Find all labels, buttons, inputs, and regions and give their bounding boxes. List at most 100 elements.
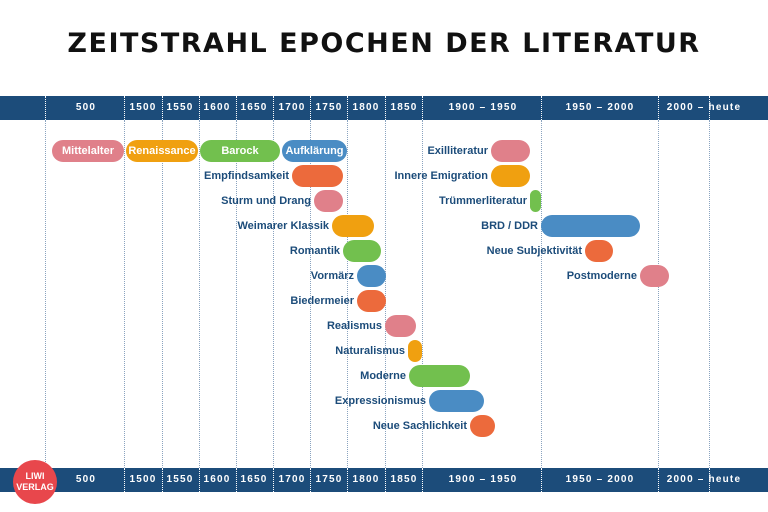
- page-title: ZEITSTRAHL EPOCHEN DER LITERATUR: [67, 28, 701, 59]
- axis-bottom-tick-label: 1950 – 2000: [565, 474, 635, 485]
- axis-bottom-tick-label: 1850: [390, 474, 418, 485]
- epoch-label-romantik: Romantik: [289, 245, 340, 257]
- axis-top-tick-label: 1900 – 1950: [448, 102, 518, 113]
- liwi-verlag-logo: LIWI VERLAG: [13, 460, 57, 504]
- epoch-bar-vormärz: [357, 265, 386, 287]
- axis-bottom-tick-label: 1800: [352, 474, 380, 485]
- axis-bottom-separator: [310, 468, 311, 492]
- axis-top-tick-label: 1950 – 2000: [565, 102, 635, 113]
- axis-bottom-separator: [658, 468, 659, 492]
- gridline: [124, 120, 125, 468]
- gridline: [422, 120, 423, 468]
- axis-top-separator: [310, 96, 311, 120]
- epoch-bar-postmoderne: [640, 265, 669, 287]
- epoch-bar-trümmerliteratur: [530, 190, 541, 212]
- axis-bottom-separator: [199, 468, 200, 492]
- gridline: [347, 120, 348, 468]
- axis-top-separator: [422, 96, 423, 120]
- gridline: [273, 120, 274, 468]
- gridline: [385, 120, 386, 468]
- epoch-label-vormärz: Vormärz: [310, 270, 354, 282]
- axis-bottom-separator: [124, 468, 125, 492]
- gridline: [162, 120, 163, 468]
- axis-bottom-tick-label: 1900 – 1950: [448, 474, 518, 485]
- axis-bottom-tick-label: 1750: [315, 474, 343, 485]
- epoch-label-neue-subjektivität: Neue Subjektivität: [486, 245, 582, 257]
- axis-bottom-separator: [385, 468, 386, 492]
- axis-top-tick-label: 1700: [278, 102, 306, 113]
- epoch-bar-exilliteratur: [491, 140, 530, 162]
- axis-bottom-tick-label: 1650: [240, 474, 268, 485]
- axis-top-tick-label: 2000 – heute: [666, 102, 742, 113]
- axis-bottom-separator: [709, 468, 710, 492]
- epoch-bar-romantik: [343, 240, 381, 262]
- epoch-bar-barock: Barock: [200, 140, 280, 162]
- axis-bottom-separator: [236, 468, 237, 492]
- axis-bottom-tick-label: 1550: [166, 474, 194, 485]
- gridline: [541, 120, 542, 468]
- axis-top-separator: [541, 96, 542, 120]
- epoch-bar-renaissance: Renaissance: [126, 140, 198, 162]
- axis-top-separator: [199, 96, 200, 120]
- axis-bottom-separator: [273, 468, 274, 492]
- epoch-label-neue-sachlichkeit: Neue Sachlichkeit: [372, 420, 467, 432]
- axis-bottom-separator: [422, 468, 423, 492]
- axis-top-separator: [709, 96, 710, 120]
- axis-top-tick-label: 500: [75, 102, 97, 113]
- epoch-label-empfindsamkeit: Empfindsamkeit: [204, 170, 289, 182]
- gridline: [709, 120, 710, 468]
- epoch-bar-weimarer-klassik: [332, 215, 374, 237]
- epoch-label-moderne: Moderne: [360, 370, 406, 382]
- epoch-bar-moderne: [409, 365, 470, 387]
- axis-top-separator: [273, 96, 274, 120]
- epoch-bar-innere-emigration: [491, 165, 530, 187]
- epoch-bar-expressionismus: [429, 390, 484, 412]
- epoch-label-sturm-und-drang: Sturm und Drang: [221, 195, 311, 207]
- gridline: [658, 120, 659, 468]
- epoch-label-naturalismus: Naturalismus: [335, 345, 405, 357]
- axis-top-tick-label: 1550: [166, 102, 194, 113]
- logo-line-2: VERLAG: [16, 482, 54, 492]
- timeline-axis-top: 500 1500 1550 1600 1650 1700 1750 1800 1850 1900 …: [0, 96, 768, 120]
- axis-bottom-tick-label: 1600: [203, 474, 231, 485]
- epoch-bar-naturalismus: [408, 340, 422, 362]
- axis-top-tick-label: 1600: [203, 102, 231, 113]
- axis-bottom-separator: [162, 468, 163, 492]
- axis-top-tick-label: 1500: [129, 102, 157, 113]
- axis-bottom-tick-label: 500: [75, 474, 97, 485]
- epoch-label-trümmerliteratur: Trümmerliteratur: [438, 195, 527, 207]
- axis-bottom-tick-label: 2000 – heute: [666, 474, 742, 485]
- axis-top-tick-label: 1750: [315, 102, 343, 113]
- gridline: [199, 120, 200, 468]
- axis-top-tick-label: 1650: [240, 102, 268, 113]
- axis-top-separator: [385, 96, 386, 120]
- axis-bottom-tick-label: 1700: [278, 474, 306, 485]
- logo-line-1: LIWI: [25, 471, 45, 481]
- epoch-label-expressionismus: Expressionismus: [334, 395, 426, 407]
- epoch-bar-neue-sachlichkeit: [470, 415, 495, 437]
- epoch-bar-brd-ddr: [541, 215, 640, 237]
- epoch-label-realismus: Realismus: [326, 320, 382, 332]
- axis-top-separator: [45, 96, 46, 120]
- epoch-label-postmoderne: Postmoderne: [566, 270, 637, 282]
- epoch-bar-sturm-und-drang: [314, 190, 343, 212]
- axis-top-tick-label: 1800: [352, 102, 380, 113]
- gridline: [236, 120, 237, 468]
- epoch-bar-aufklärung: Aufklärung: [282, 140, 347, 162]
- epoch-label-exilliteratur: Exilliteratur: [427, 145, 488, 157]
- axis-bottom-tick-label: 1500: [129, 474, 157, 485]
- epoch-bar-neue-subjektivität: [585, 240, 613, 262]
- epoch-bar-mittelalter: Mittelalter: [52, 140, 124, 162]
- timeline-axis-bottom: 500 1500 1550 1600 1650 1700 1750 1800 1850 1900 …: [0, 468, 768, 492]
- epoch-bar-empfindsamkeit: [292, 165, 343, 187]
- epoch-label-biedermeier: Biedermeier: [290, 295, 354, 307]
- axis-bottom-separator: [347, 468, 348, 492]
- epoch-label-brd-ddr: BRD / DDR: [481, 220, 538, 232]
- epoch-bar-realismus: [385, 315, 416, 337]
- axis-top-separator: [162, 96, 163, 120]
- axis-top-separator: [658, 96, 659, 120]
- gridline: [310, 120, 311, 468]
- axis-top-separator: [124, 96, 125, 120]
- epoch-bar-biedermeier: [357, 290, 386, 312]
- epoch-label-weimarer-klassik: Weimarer Klassik: [237, 220, 329, 232]
